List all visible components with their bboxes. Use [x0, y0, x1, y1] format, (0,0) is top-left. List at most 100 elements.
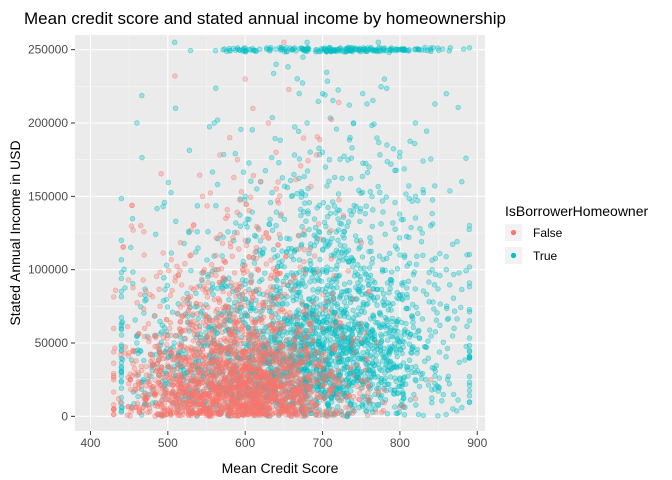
data-point-true	[353, 203, 359, 210]
data-point-false	[248, 273, 254, 280]
data-point-true	[431, 282, 438, 288]
data-point-true	[290, 256, 297, 263]
data-point-true	[454, 316, 460, 322]
data-point-true	[249, 127, 256, 133]
data-point-true	[129, 216, 136, 222]
data-point-false	[153, 400, 160, 407]
data-point-false	[135, 379, 142, 385]
data-point-true	[324, 78, 331, 84]
data-point-false	[288, 353, 294, 359]
data-point-true	[294, 191, 300, 197]
data-point-false	[132, 386, 138, 392]
data-point-true	[458, 304, 464, 311]
data-point-false	[249, 408, 256, 414]
data-point-false	[287, 279, 293, 285]
data-point-false	[365, 412, 371, 419]
data-point-false	[313, 312, 319, 319]
data-point-true	[341, 299, 347, 305]
data-point-true	[277, 137, 283, 143]
data-point-false	[229, 253, 236, 259]
data-point-false	[231, 174, 237, 181]
data-point-true	[303, 218, 309, 224]
data-point-false	[322, 412, 328, 418]
data-point-true	[350, 264, 356, 270]
data-point-true	[316, 228, 322, 235]
data-point-true	[326, 178, 332, 184]
data-point-true	[288, 318, 294, 325]
data-point-true	[118, 369, 125, 375]
data-point-true	[316, 229, 323, 236]
data-point-true	[386, 364, 392, 370]
chart-title: Mean credit score and stated annual inco…	[24, 9, 506, 28]
data-point-true	[369, 193, 375, 200]
data-point-true	[377, 310, 383, 317]
data-point-true	[356, 46, 362, 53]
data-point-true	[301, 173, 307, 180]
data-point-true	[287, 45, 293, 51]
data-point-false	[259, 350, 266, 356]
data-point-true	[118, 408, 125, 414]
data-point-true	[364, 322, 370, 329]
data-point-true	[242, 281, 248, 287]
data-point-false	[166, 325, 173, 332]
data-point-false	[146, 338, 152, 345]
data-point-true	[336, 272, 343, 278]
data-point-true	[423, 344, 429, 350]
data-point-true	[284, 235, 290, 242]
data-point-true	[464, 323, 470, 329]
data-point-true	[269, 227, 276, 234]
data-point-true	[379, 338, 385, 344]
data-point-true	[447, 282, 453, 288]
data-point-false	[190, 363, 196, 370]
data-point-false	[299, 300, 305, 307]
data-point-true	[368, 406, 374, 412]
data-point-false	[339, 332, 345, 339]
data-point-true	[370, 97, 376, 104]
data-point-true	[299, 80, 306, 86]
data-point-false	[295, 324, 302, 330]
data-point-false	[249, 339, 255, 346]
data-point-true	[403, 233, 410, 240]
data-point-true	[368, 248, 374, 255]
data-point-true	[384, 411, 391, 417]
data-point-false	[160, 355, 166, 362]
data-point-false	[169, 287, 175, 294]
data-point-true	[378, 83, 384, 90]
data-point-false	[257, 412, 263, 418]
data-point-true	[355, 280, 361, 286]
data-point-true	[213, 203, 219, 209]
data-point-true	[326, 277, 333, 283]
data-point-true	[211, 120, 217, 126]
data-point-true	[347, 356, 353, 362]
data-point-true	[420, 252, 426, 259]
data-point-true	[376, 322, 383, 329]
data-point-true	[327, 336, 334, 342]
data-point-true	[436, 349, 443, 355]
data-point-false	[118, 352, 124, 358]
data-point-false	[239, 296, 246, 303]
data-point-true	[118, 315, 125, 321]
data-point-true	[378, 331, 384, 338]
data-point-false	[188, 344, 194, 350]
data-point-false	[275, 200, 282, 206]
data-point-true	[322, 317, 328, 323]
data-point-true	[428, 333, 434, 339]
data-point-false	[277, 348, 283, 354]
data-point-true	[134, 340, 140, 346]
data-point-false	[253, 374, 259, 380]
data-point-false	[273, 368, 279, 374]
data-point-true	[244, 224, 250, 230]
data-point-false	[137, 291, 144, 298]
data-point-false	[235, 413, 242, 419]
data-point-true	[309, 344, 316, 351]
data-point-false	[257, 308, 263, 314]
data-point-true	[368, 239, 374, 246]
data-point-true	[266, 221, 272, 227]
data-point-true	[238, 126, 244, 133]
data-point-false	[159, 364, 165, 370]
data-point-false	[243, 242, 250, 249]
data-point-true	[447, 45, 453, 51]
data-point-false	[200, 388, 207, 395]
data-point-false	[269, 287, 276, 293]
data-point-false	[247, 360, 254, 367]
